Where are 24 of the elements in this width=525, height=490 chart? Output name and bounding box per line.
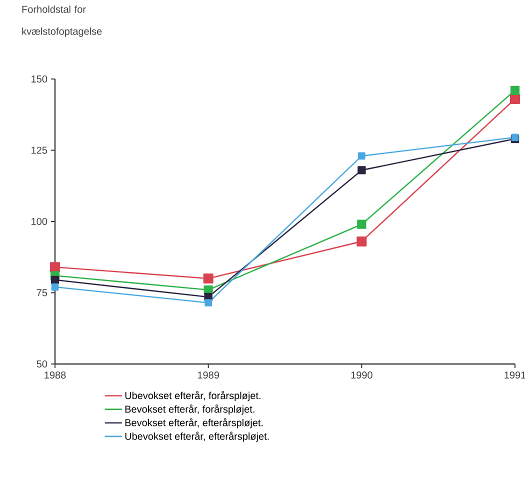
legend-label: Ubevokset efterår, forårspløjet. bbox=[125, 390, 260, 402]
legend-label: Bevokset efterår, forårspløjet. bbox=[125, 404, 254, 415]
legend-label: Ubevokset efterår, efterårspløjet. bbox=[125, 432, 269, 442]
y-tick-label: 150 bbox=[32, 75, 48, 83]
point bbox=[356, 236, 367, 246]
point bbox=[203, 273, 214, 284]
y-tick-label: 75 bbox=[36, 289, 48, 296]
point bbox=[358, 166, 366, 174]
legend-label: Bevokset efterår, efterårspløjet. bbox=[125, 418, 263, 428]
point bbox=[50, 276, 60, 284]
point bbox=[50, 262, 60, 272]
x-tick-label: 1989 bbox=[198, 372, 219, 379]
point bbox=[204, 299, 212, 306]
y-tick-label: 50 bbox=[36, 360, 48, 368]
point bbox=[51, 283, 59, 291]
y-tick-label: 125 bbox=[32, 146, 48, 154]
point bbox=[510, 86, 520, 95]
x-tick-label: 1988 bbox=[44, 372, 66, 379]
text: Forholdstal for kvælstofoptagelse bbox=[22, 6, 102, 37]
point bbox=[510, 94, 520, 104]
point bbox=[358, 152, 366, 160]
y-tick-label: 100 bbox=[32, 218, 48, 226]
point bbox=[357, 220, 366, 229]
x-tick-label: 1990 bbox=[351, 372, 372, 379]
